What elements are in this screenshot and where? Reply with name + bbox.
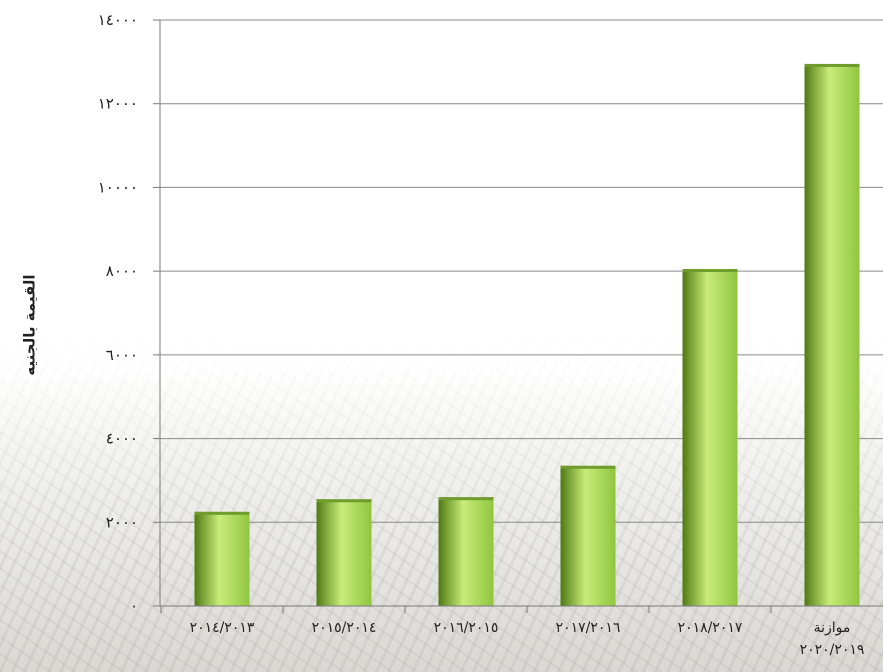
y-tick-label: ٦٠٠٠	[106, 346, 138, 364]
x-tick-label-line: موازنة	[814, 620, 851, 636]
x-tick-label: موازنة ٢٠٢٠/٢٠١٩	[800, 620, 865, 658]
y-tick-label: ١٢٠٠٠	[98, 95, 138, 113]
x-tick-label-line: ٢٠١٨/٢٠١٧	[678, 620, 743, 636]
bar	[438, 497, 494, 606]
bar	[804, 63, 860, 606]
x-tick-label: ٢٠١٨/٢٠١٧	[678, 620, 743, 636]
bars	[194, 63, 860, 606]
x-tick-label-line: ٢٠١٥/٢٠١٤	[312, 620, 377, 636]
bar-top-edge	[560, 465, 616, 469]
x-tick-label-line: ٢٠١٧/٢٠١٦	[556, 620, 621, 636]
y-tick-label: ١٤٠٠٠	[98, 11, 138, 29]
y-tick-label: ٠	[130, 597, 138, 615]
y-tick-label: ٤٠٠٠	[106, 430, 138, 448]
y-tick-label: ١٠٠٠٠	[98, 178, 138, 196]
bar	[682, 269, 738, 606]
x-tick-label-line: ٢٠١٤/٢٠١٣	[190, 620, 255, 636]
y-axis-label: القيمة بالجنيه	[21, 274, 39, 376]
x-tick-label: ٢٠١٤/٢٠١٣	[190, 620, 255, 636]
y-axis-tick-labels: ٠ ٢٠٠٠ ٤٠٠٠ ٦٠٠٠ ٨٠٠٠ ١٠٠٠٠ ١٢٠٠٠ ١٤٠٠٠	[98, 11, 138, 615]
bar-top-edge	[438, 497, 494, 501]
x-tick-label: ٢٠١٦/٢٠١٥	[434, 620, 499, 636]
y-tick-label: ٨٠٠٠	[106, 262, 138, 280]
x-tick-label: ٢٠١٧/٢٠١٦	[556, 620, 621, 636]
bar-top-edge	[682, 269, 738, 273]
bar	[194, 511, 250, 606]
y-axis-label-box: القيمة بالجنيه	[8, 250, 52, 400]
x-tick-label-line: ٢٠١٦/٢٠١٥	[434, 620, 499, 636]
x-tick-label-line: ٢٠٢٠/٢٠١٩	[800, 642, 865, 658]
y-tick-label: ٢٠٠٠	[106, 513, 138, 531]
gridlines	[153, 19, 883, 607]
x-tick-label: ٢٠١٥/٢٠١٤	[312, 620, 377, 636]
bar-top-edge	[316, 499, 372, 503]
x-axis-tick-labels: ٢٠١٤/٢٠١٣ ٢٠١٥/٢٠١٤ ٢٠١٦/٢٠١٥ ٢٠١٧/٢٠١٦ ٢٠١٨…	[190, 620, 865, 658]
bar-top-edge	[194, 511, 250, 515]
bar	[316, 499, 372, 606]
axes	[159, 20, 883, 613]
bar-top-edge	[804, 63, 860, 67]
bar	[560, 465, 616, 606]
